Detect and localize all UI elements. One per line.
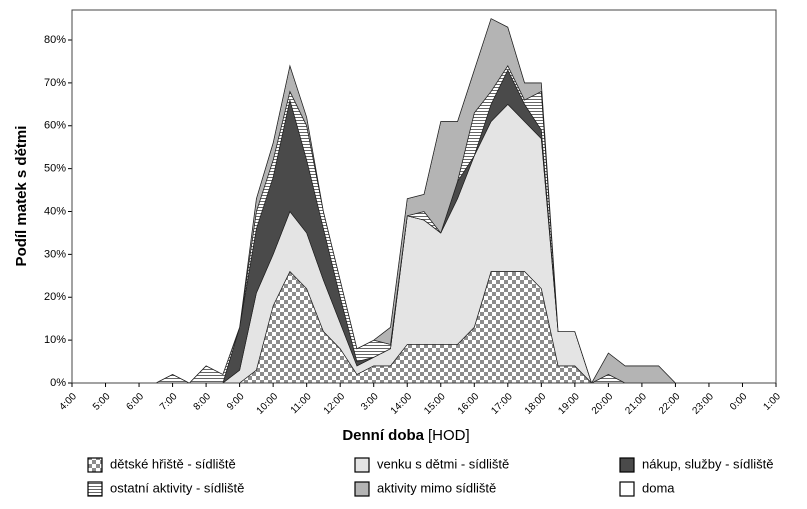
x-tick-label: 3:00 bbox=[359, 391, 381, 413]
y-tick-label: 50% bbox=[44, 163, 66, 175]
legend-swatch bbox=[87, 481, 103, 497]
y-tick-label: 10% bbox=[44, 334, 66, 346]
x-tick-label: 23:00 bbox=[690, 391, 716, 417]
y-tick-label: 80% bbox=[44, 34, 66, 46]
legend-label: nákup, služby - sídliště bbox=[642, 456, 774, 471]
legend-label: dětské hřiště - sídliště bbox=[110, 456, 236, 471]
x-tick-label: 8:00 bbox=[192, 391, 214, 413]
y-tick-label: 30% bbox=[44, 248, 66, 260]
legend-label: aktivity mimo sídliště bbox=[377, 480, 496, 495]
y-tick-label: 40% bbox=[44, 205, 66, 217]
legend-swatch bbox=[354, 457, 370, 473]
x-tick-label: 10:00 bbox=[255, 391, 281, 417]
legend-swatch bbox=[619, 481, 635, 497]
x-tick-label: 7:00 bbox=[158, 391, 180, 413]
x-tick-label: 19:00 bbox=[556, 391, 582, 417]
legend-swatch bbox=[354, 481, 370, 497]
plot-areas bbox=[72, 10, 776, 383]
legend-swatch bbox=[87, 457, 103, 473]
x-tick-label: 4:00 bbox=[57, 391, 79, 413]
x-tick-label: 15:00 bbox=[422, 391, 448, 417]
x-axis-unit: [HOD] bbox=[428, 427, 470, 444]
x-tick-label: 22:00 bbox=[657, 391, 683, 417]
x-tick-label: 14:00 bbox=[389, 391, 415, 417]
x-tick-label: 20:00 bbox=[590, 391, 616, 417]
x-axis-title: Denní doba bbox=[342, 427, 424, 444]
x-tick-label: 16:00 bbox=[456, 391, 482, 417]
y-tick-label: 60% bbox=[44, 120, 66, 132]
x-tick-label: 6:00 bbox=[124, 391, 146, 413]
y-axis-title: Podíl matek s dětmi bbox=[13, 126, 30, 267]
x-tick-label: 17:00 bbox=[489, 391, 515, 417]
y-tick-label: 20% bbox=[44, 291, 66, 303]
legend-label: doma bbox=[642, 480, 675, 495]
y-tick-label: 0% bbox=[50, 377, 66, 389]
x-tick-label: 18:00 bbox=[523, 391, 549, 417]
x-tick-label: 21:00 bbox=[623, 391, 649, 417]
plot-frame bbox=[71, 9, 777, 384]
y-tick-label: 70% bbox=[44, 77, 66, 89]
x-tick-label: 0:00 bbox=[728, 391, 750, 413]
legend-label: venku s dětmi - sídliště bbox=[377, 456, 509, 471]
area bbox=[72, 10, 776, 383]
x-tick-label: 5:00 bbox=[91, 391, 113, 413]
x-tick-label: 9:00 bbox=[225, 391, 247, 413]
legend-label: ostatní aktivity - sídliště bbox=[110, 480, 244, 495]
legend-swatch bbox=[619, 457, 635, 473]
x-tick-label: 11:00 bbox=[289, 391, 314, 416]
x-tick-label: 1:00 bbox=[761, 391, 783, 413]
x-tick-label: 12:00 bbox=[322, 391, 348, 417]
